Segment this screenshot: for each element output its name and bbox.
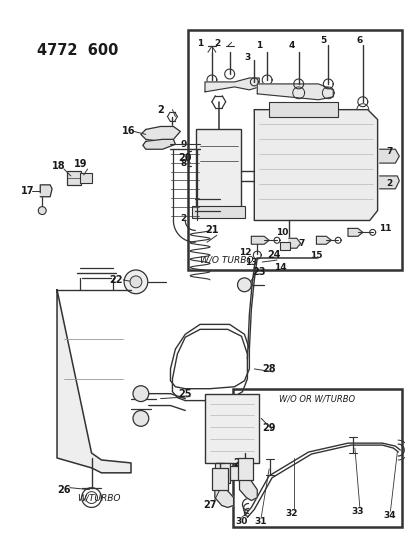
- Polygon shape: [379, 149, 399, 163]
- Text: 23: 23: [253, 267, 266, 277]
- Text: 24: 24: [233, 458, 246, 468]
- Bar: [230, 466, 242, 480]
- Bar: [192, 206, 246, 217]
- Text: 7: 7: [299, 239, 305, 248]
- Polygon shape: [40, 185, 52, 197]
- Text: 3: 3: [244, 53, 251, 62]
- Polygon shape: [251, 236, 269, 244]
- Polygon shape: [143, 139, 175, 149]
- Circle shape: [38, 207, 46, 215]
- Bar: [280, 243, 290, 250]
- Text: 2: 2: [386, 180, 392, 188]
- Text: 30: 30: [235, 517, 248, 526]
- Circle shape: [130, 276, 142, 288]
- Text: 2: 2: [180, 214, 186, 223]
- Text: 2: 2: [157, 104, 164, 115]
- Text: 32: 32: [286, 509, 298, 518]
- Polygon shape: [289, 238, 301, 248]
- Bar: [269, 102, 338, 117]
- Text: 20: 20: [179, 153, 192, 163]
- Text: 21: 21: [205, 225, 219, 236]
- Polygon shape: [205, 78, 259, 92]
- Text: 19: 19: [74, 159, 87, 169]
- Polygon shape: [257, 84, 333, 100]
- Text: 1: 1: [256, 41, 262, 50]
- Text: 18: 18: [52, 161, 66, 171]
- Bar: [80, 173, 91, 183]
- Text: 31: 31: [254, 517, 266, 526]
- Text: 6: 6: [357, 36, 363, 45]
- Text: 14: 14: [274, 263, 286, 272]
- Text: 13: 13: [245, 257, 257, 266]
- Text: 5: 5: [320, 36, 326, 45]
- Text: 15: 15: [310, 251, 323, 260]
- Text: 24: 24: [267, 250, 281, 260]
- Bar: [212, 468, 228, 490]
- Circle shape: [133, 410, 149, 426]
- Polygon shape: [215, 488, 234, 507]
- Text: 2: 2: [215, 39, 221, 48]
- Polygon shape: [379, 176, 399, 189]
- Text: 7: 7: [386, 147, 392, 156]
- Bar: [237, 458, 253, 480]
- Polygon shape: [317, 236, 331, 244]
- Bar: [205, 394, 259, 463]
- Polygon shape: [239, 478, 257, 500]
- Text: 27: 27: [203, 500, 217, 511]
- Text: W/O OR W/TURBO: W/O OR W/TURBO: [279, 394, 355, 403]
- Circle shape: [237, 278, 251, 292]
- Text: 16: 16: [122, 126, 136, 136]
- Bar: [196, 130, 242, 211]
- Bar: [67, 171, 81, 185]
- Text: 25: 25: [179, 389, 192, 399]
- Text: 22: 22: [109, 275, 123, 285]
- Text: 8: 8: [180, 159, 186, 167]
- Text: 11: 11: [379, 224, 392, 233]
- Text: 9: 9: [180, 140, 186, 149]
- Text: 28: 28: [262, 364, 276, 374]
- Circle shape: [133, 386, 149, 401]
- Bar: [188, 30, 402, 270]
- Text: W/O TURBO: W/O TURBO: [200, 255, 253, 264]
- Text: 29: 29: [262, 423, 276, 433]
- Bar: [233, 389, 402, 527]
- Text: 4: 4: [288, 41, 295, 50]
- Text: 10: 10: [276, 228, 288, 237]
- Text: 1: 1: [197, 39, 203, 48]
- Circle shape: [124, 270, 148, 294]
- Text: W/TURBO: W/TURBO: [77, 493, 120, 502]
- Polygon shape: [348, 229, 363, 236]
- Polygon shape: [141, 126, 180, 141]
- Bar: [215, 463, 230, 483]
- Text: 33: 33: [352, 507, 364, 516]
- Text: 34: 34: [383, 511, 396, 520]
- Text: 12: 12: [239, 248, 252, 257]
- Polygon shape: [254, 110, 377, 221]
- Text: 17: 17: [21, 186, 34, 196]
- Polygon shape: [57, 290, 131, 473]
- Text: 26: 26: [57, 484, 71, 495]
- Text: 4772  600: 4772 600: [37, 43, 119, 58]
